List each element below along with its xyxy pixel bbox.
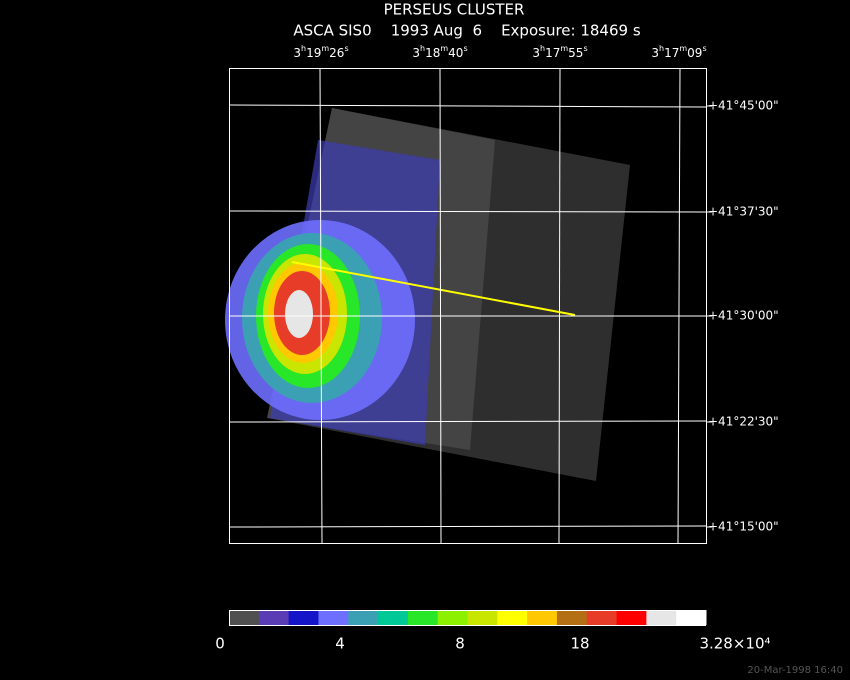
- title: PERSEUS CLUSTER: [384, 1, 525, 19]
- colorbar-label: 3.28×10⁴: [699, 635, 770, 653]
- dec-label: +41°30'00": [708, 309, 779, 323]
- grid-line: [439, 67, 442, 544]
- colorbar-swatch: [586, 610, 618, 625]
- subtitle: ASCA SIS0 1993 Aug 6 Exposure: 18469 s: [293, 22, 640, 40]
- colorbar-swatch: [288, 610, 319, 625]
- colorbar-swatch: [378, 610, 409, 625]
- emission-core: [285, 290, 313, 338]
- frame: [229, 68, 707, 544]
- streak: [291, 261, 576, 316]
- colorbar-swatch: [646, 610, 677, 625]
- grid-line: [228, 210, 707, 213]
- colorbar-swatch: [348, 610, 379, 625]
- grid-line: [228, 525, 707, 528]
- dec-label: +41°37'30": [708, 205, 779, 219]
- colorbar-label: 8: [455, 635, 465, 653]
- colorbar-swatch: [229, 610, 260, 625]
- colorbar-swatch: [318, 610, 349, 625]
- dec-label: +41°15'00": [708, 520, 779, 534]
- colorbar-frame: [229, 610, 706, 626]
- colorbar-swatch: [676, 610, 707, 625]
- grid-line: [558, 67, 561, 544]
- ra-label: 3h17m55s: [532, 44, 587, 60]
- grid-line: [228, 420, 707, 423]
- colorbar-swatch: [467, 610, 498, 625]
- colorbar-label: 0: [215, 635, 225, 653]
- grid-line: [677, 67, 681, 544]
- colorbar-swatch: [497, 610, 528, 625]
- dec-label: +41°22'30": [708, 415, 779, 429]
- colorbar-label: 4: [335, 635, 345, 653]
- colorbar-swatch: [556, 610, 588, 625]
- ra-label: 3h19m26s: [293, 44, 348, 60]
- ra-label: 3h17m09s: [651, 44, 706, 60]
- grid-line: [228, 104, 707, 108]
- dec-label: +41°45'00": [708, 99, 779, 113]
- colorbar-swatch: [437, 610, 468, 625]
- grid-line: [319, 67, 323, 544]
- colorbar-swatch: [407, 610, 439, 625]
- coordinate-grid: [228, 67, 707, 544]
- timestamp: 20-Mar-1998 16:40: [747, 665, 843, 676]
- ra-label: 3h18m40s: [412, 44, 467, 60]
- colorbar-swatch: [616, 610, 647, 625]
- colorbar-swatch: [527, 610, 558, 625]
- image: [225, 108, 630, 481]
- colorbar-swatch: [258, 610, 290, 625]
- colorbar-label: 18: [570, 635, 589, 653]
